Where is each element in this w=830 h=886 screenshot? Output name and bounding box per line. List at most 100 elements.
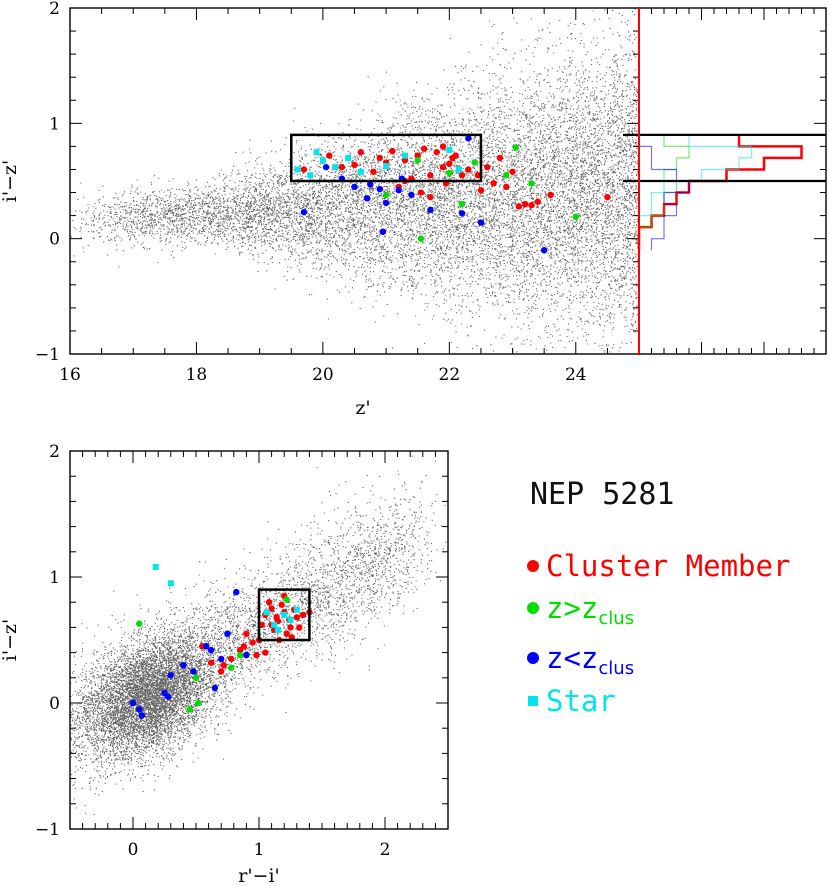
top-point-cluster-member	[515, 203, 523, 210]
top-point-cluster-member	[439, 143, 447, 150]
top-point-z-z-clus	[503, 172, 510, 179]
top-point-z-z-clus	[417, 235, 425, 242]
legend-marker-cluster-member	[527, 560, 539, 572]
top-x-axis-label: z'	[355, 397, 370, 419]
bottom-point-z-z-clus	[180, 662, 187, 669]
top-point-cluster-member	[300, 166, 308, 173]
bottom-point-star	[274, 626, 281, 633]
bottom-x-tick-label: 1	[254, 840, 265, 860]
top-y-tick-label: −1	[35, 345, 60, 365]
top-point-z-z-clus	[458, 200, 466, 208]
top-point-star	[307, 172, 314, 179]
histogram-star	[638, 134, 753, 251]
top-point-star	[319, 157, 326, 164]
bottom-point-star	[152, 563, 159, 570]
top-point-z-z-clus	[427, 206, 434, 214]
top-point-z-z-clus	[382, 191, 390, 199]
bottom-point-cluster-member	[278, 601, 285, 608]
bottom-point-cluster-member	[220, 662, 227, 669]
bottom-y-tick-label: 1	[49, 568, 60, 588]
bottom-point-cluster-member	[293, 614, 300, 621]
legend-label-cluster-member: Cluster Member	[546, 549, 790, 583]
top-point-z-z-clus	[395, 187, 402, 194]
top-point-cluster-member	[370, 168, 377, 175]
bottom-x-axis-label: r'−i'	[238, 865, 280, 886]
top-point-z-z-clus	[382, 199, 390, 207]
top-point-cluster-member	[465, 166, 472, 173]
top-point-cluster-member	[446, 160, 453, 167]
bottom-x-tick-label: 0	[128, 840, 139, 860]
top-point-cluster-member	[439, 163, 447, 171]
top-point-star	[357, 168, 364, 175]
bottom-point-z-z-clus	[283, 596, 290, 603]
top-point-cluster-member	[417, 189, 425, 196]
top-point-cluster-member	[420, 145, 428, 152]
top-point-z-z-clus	[528, 180, 535, 187]
bottom-point-star	[281, 611, 288, 618]
top-background-galaxies	[71, 8, 640, 355]
bottom-point-cluster-member	[218, 668, 225, 675]
legend: NEP 5281 Cluster Member z>zclus z<zclus …	[527, 477, 790, 718]
top-point-z-z-clus	[351, 183, 358, 190]
bottom-point-z-z-clus	[236, 651, 244, 659]
top-point-cluster-member	[414, 152, 421, 159]
legend-marker-z-less	[527, 652, 539, 664]
bottom-point-cluster-member	[240, 643, 248, 650]
top-point-cluster-member	[474, 172, 481, 179]
top-x-tick-label: 16	[59, 365, 81, 385]
bottom-selection-box	[257, 588, 311, 642]
top-x-tick-label: 24	[565, 365, 587, 385]
bottom-point-z-z-clus	[207, 646, 215, 654]
bottom-point-z-z-clus	[218, 655, 225, 663]
bottom-y-tick-label: 0	[49, 694, 60, 714]
top-point-cluster-member	[522, 200, 529, 208]
bottom-point-cluster-member	[228, 655, 235, 663]
bottom-point-cluster-member	[296, 624, 303, 631]
top-selection-box	[290, 133, 483, 183]
top-point-z-z-clus	[465, 135, 472, 142]
top-point-star	[294, 166, 301, 173]
top-y-tick-label: 0	[49, 230, 60, 250]
bottom-point-z-z-clus	[165, 693, 172, 700]
legend-label-star: Star	[546, 684, 616, 718]
top-point-star	[345, 154, 352, 161]
top-point-cluster-member	[376, 154, 383, 162]
top-point-z-z-clus	[322, 163, 330, 171]
top-point-star	[446, 146, 453, 153]
top-point-cluster-member	[490, 180, 497, 187]
bottom-point-z-z-clus	[243, 651, 250, 659]
bottom-point-z-z-clus	[167, 672, 174, 679]
top-x-tick-label: 22	[439, 365, 461, 385]
bottom-point-z-z-clus	[228, 664, 235, 671]
bottom-point-cluster-member	[287, 624, 294, 631]
bottom-point-cluster-member	[262, 649, 269, 656]
legend-marker-star	[528, 696, 538, 706]
bottom-scatter-panel: 0 1 2 −1 0 1 2 r'−i' i'−z'	[0, 442, 449, 886]
top-point-cluster-member	[427, 193, 434, 201]
bottom-point-z-z-clus	[224, 630, 231, 637]
bottom-point-cluster-member	[283, 630, 290, 637]
top-point-cluster-member	[449, 154, 456, 162]
top-x-tick-label: 18	[186, 365, 208, 385]
side-histogram-panel	[623, 7, 827, 355]
legend-marker-z-greater	[527, 602, 539, 614]
top-point-cluster-member	[351, 161, 358, 169]
histogram-z-z-clus	[638, 134, 690, 251]
bottom-point-z-z-clus	[211, 684, 219, 692]
bottom-point-cluster-member	[273, 614, 280, 621]
top-point-cluster-member	[477, 187, 485, 194]
bottom-y-tick-label: 2	[49, 442, 60, 462]
top-point-z-z-clus	[572, 213, 579, 220]
bottom-point-z-z-clus	[186, 706, 193, 713]
top-point-z-z-clus	[458, 210, 466, 217]
bottom-point-star	[287, 616, 294, 623]
top-point-z-z-clus	[367, 181, 374, 188]
bottom-point-z-z-clus	[138, 712, 146, 719]
top-point-z-z-clus	[446, 169, 453, 177]
bottom-point-cluster-member	[265, 599, 273, 606]
bottom-y-axis-label: i'−z'	[0, 619, 21, 661]
top-point-cluster-member	[496, 154, 504, 162]
top-point-cluster-member	[604, 193, 611, 201]
bottom-point-cluster-member	[243, 630, 250, 637]
bottom-y-tick-label: −1	[35, 820, 60, 840]
